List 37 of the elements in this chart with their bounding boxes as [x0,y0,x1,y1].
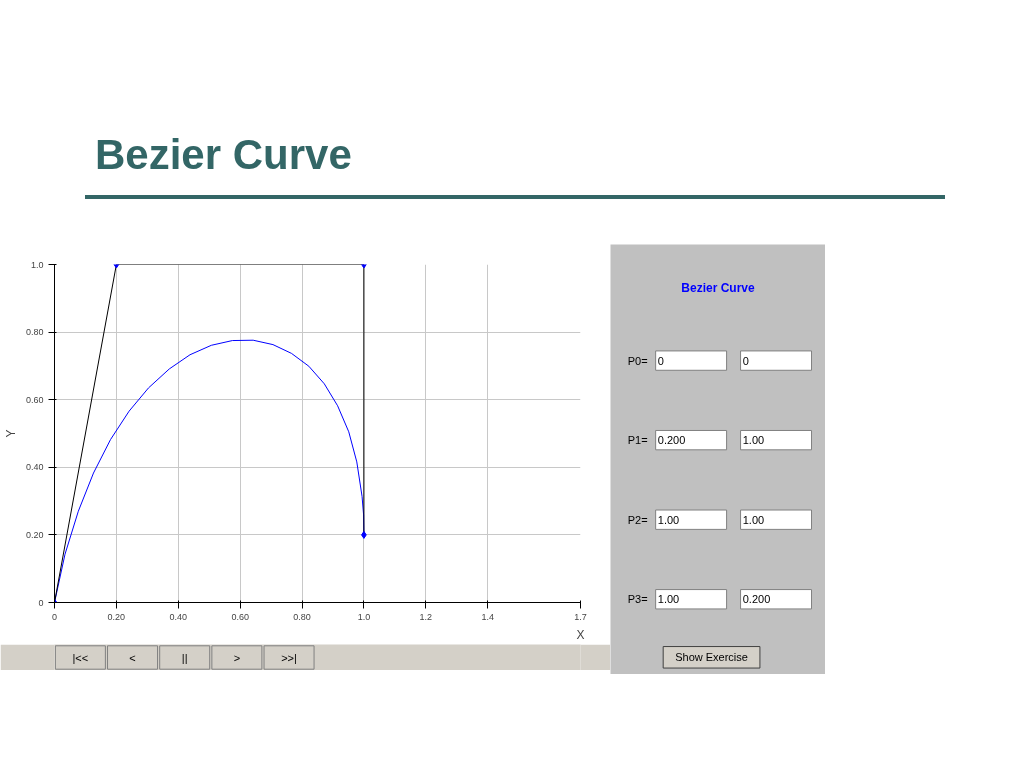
text: < [129,651,136,664]
y-tick-label: 0.60 [25,394,44,405]
text: P0= [627,354,648,367]
text: 1.00 [657,513,680,526]
x-tick-label: 0.80 [293,611,311,622]
x-tick-label: 1.4 [481,611,494,622]
text: 1.00 [742,434,765,447]
text: || [181,651,188,664]
text: |<< [72,651,89,664]
x-tick-label: 0.60 [231,611,249,622]
x-tick-label: 1.0 [357,611,371,622]
text: Show Exercise [675,651,748,664]
chart-title: Bezier Curve [95,130,352,180]
y-axis-title: Y [3,429,18,438]
y-tick-label: 1.0 [30,259,44,270]
text: 0.200 [657,434,686,447]
text: 1.00 [657,593,680,606]
text: >>| [281,651,297,664]
x-tick-label: 0.20 [107,611,126,622]
y-tick-label: 0.80 [25,327,44,338]
y-tick-label: 0.20 [25,529,44,540]
text: Bezier Curve [681,280,756,295]
x-axis-title: X [576,627,585,642]
text: 0 [742,354,749,367]
text: 0 [657,354,664,367]
x-tick-label: 1.7 [574,611,587,622]
y-tick-label: 0 [38,597,44,608]
text: > [233,651,241,664]
x-tick-label: 0.40 [169,611,188,622]
text: 0.200 [742,593,771,606]
x-tick-label: 0 [52,611,58,622]
x-tick-label: 1.2 [419,611,433,622]
text: P2= [627,513,648,526]
y-tick-label: 0.40 [25,462,44,473]
text: P3= [627,593,648,606]
text: 1.00 [742,513,765,526]
text: P1= [627,434,648,447]
